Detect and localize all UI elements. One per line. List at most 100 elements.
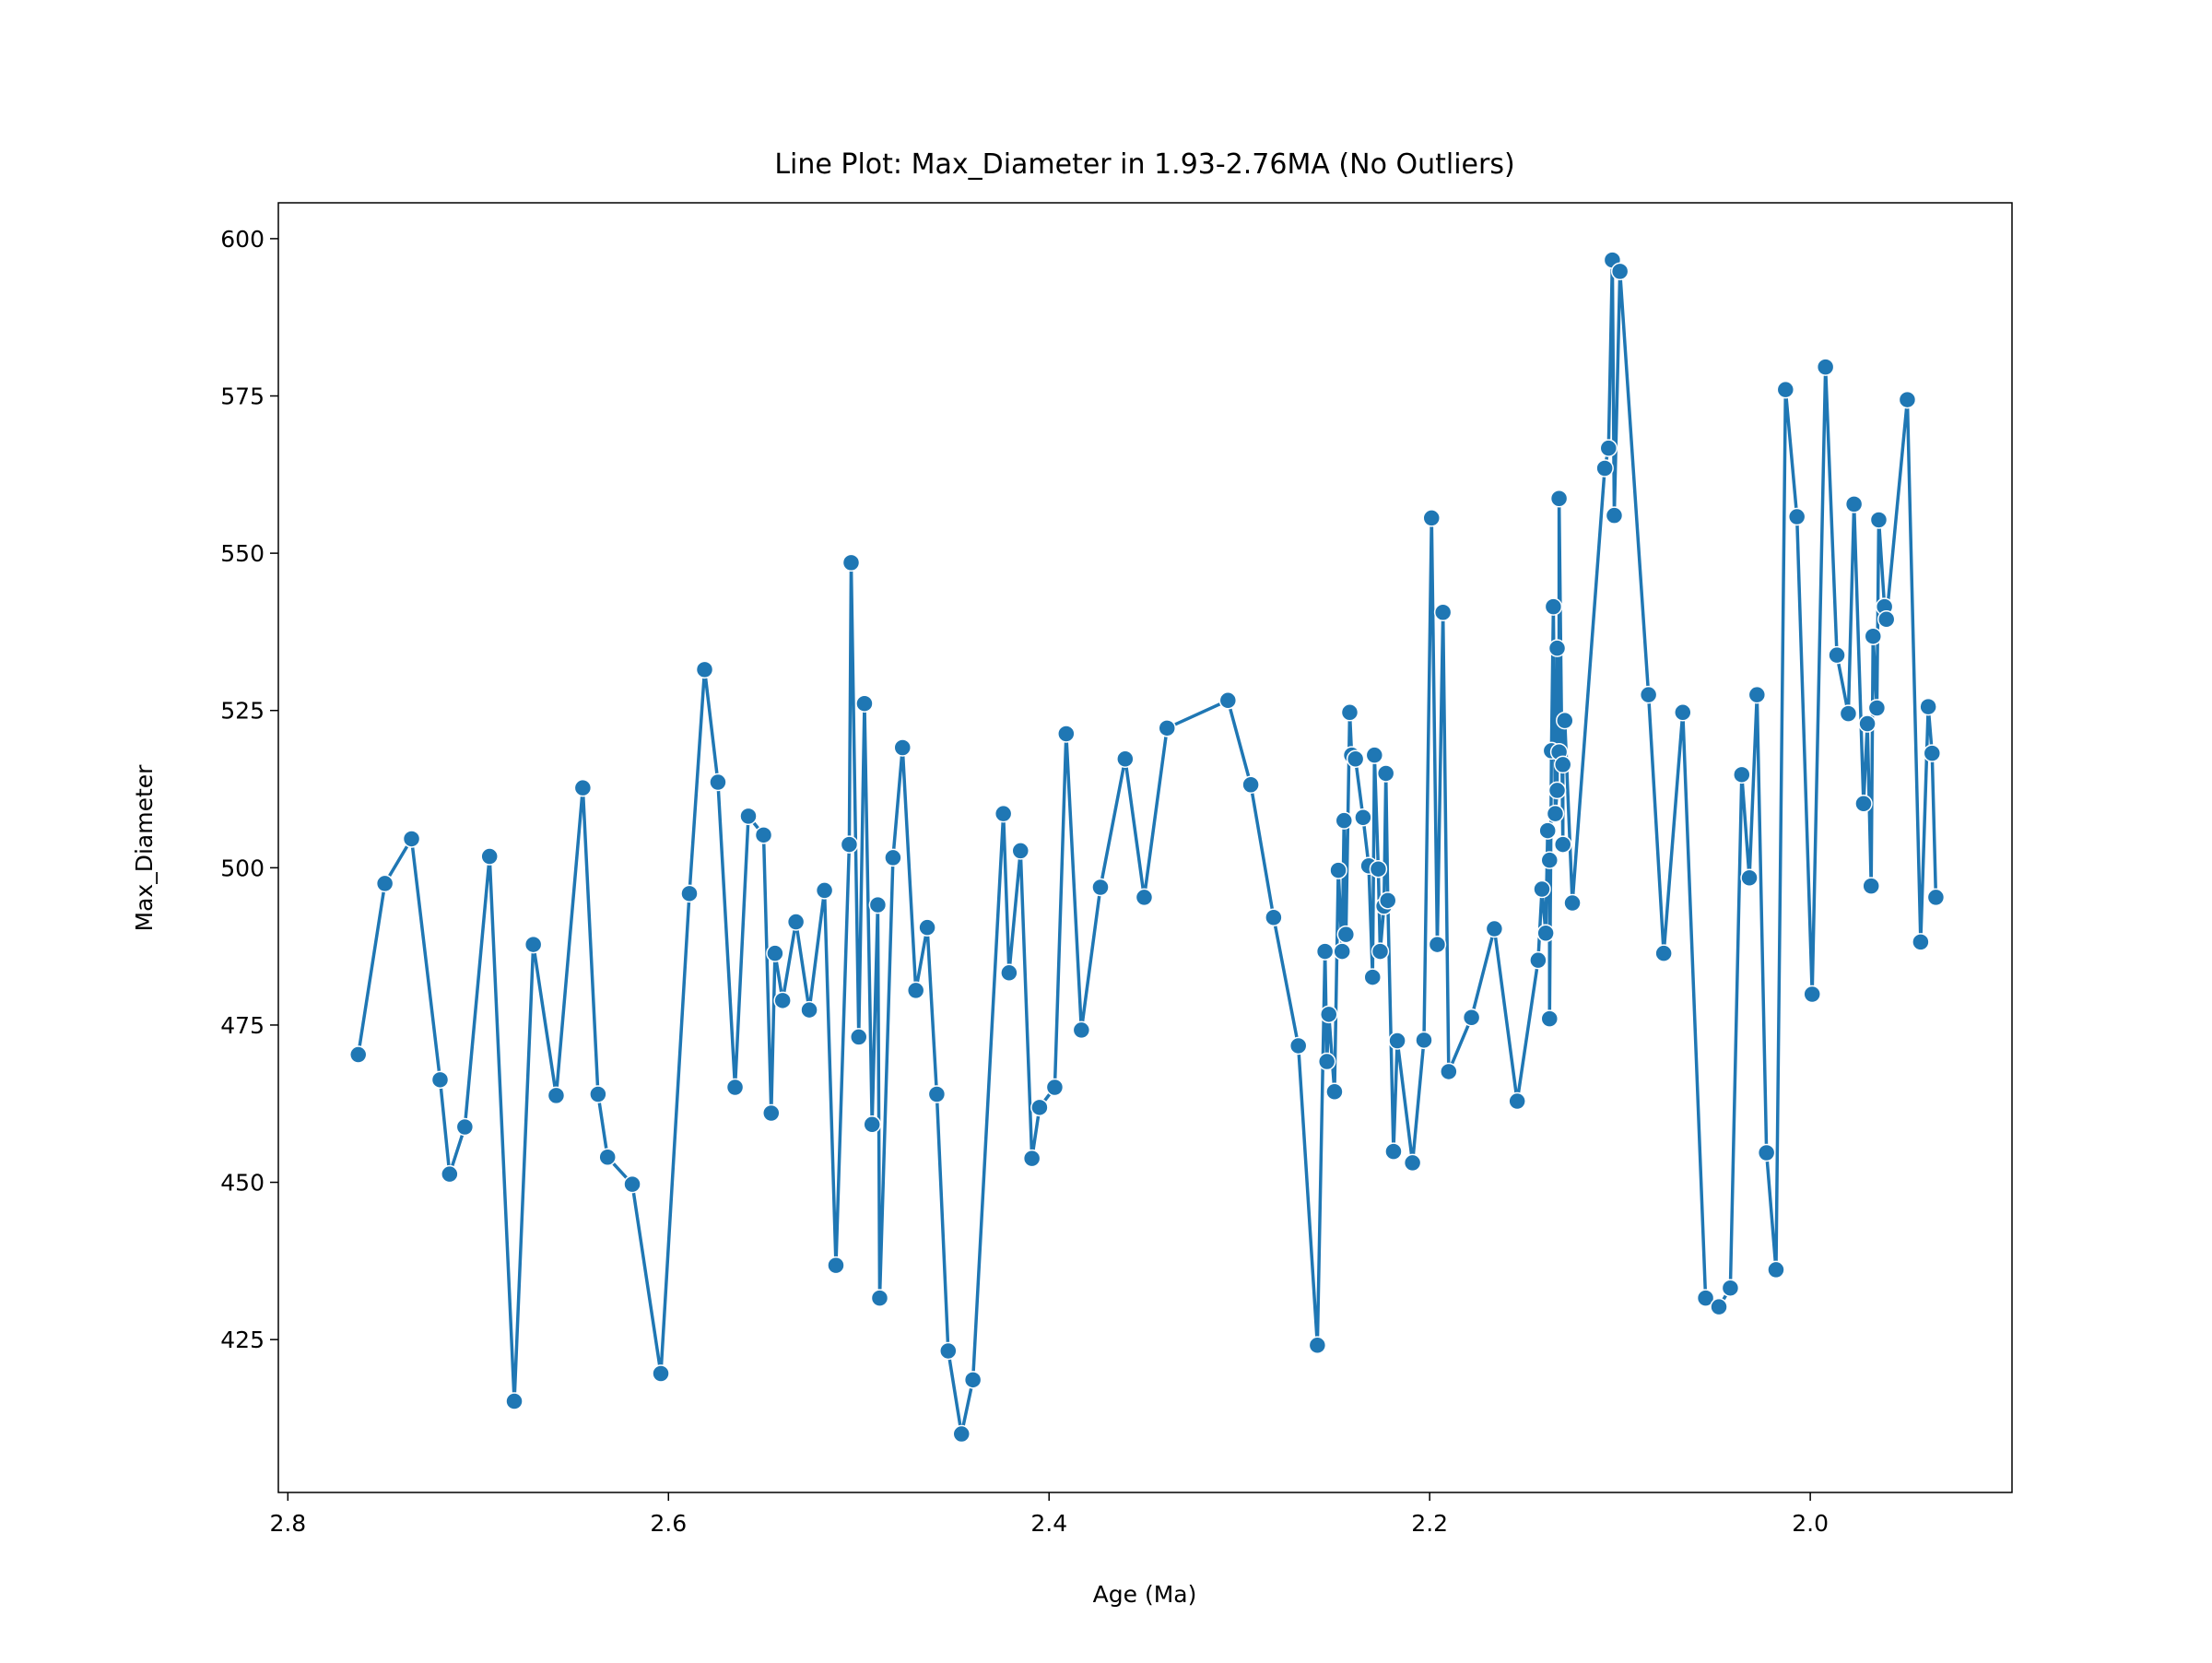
data-point bbox=[863, 1115, 881, 1134]
data-point bbox=[1376, 764, 1395, 783]
data-point bbox=[1265, 908, 1283, 927]
data-point bbox=[1529, 950, 1547, 970]
data-point bbox=[1540, 1009, 1559, 1028]
data-point bbox=[1776, 380, 1795, 399]
data-point bbox=[939, 1341, 958, 1361]
data-point bbox=[524, 935, 543, 954]
data-point bbox=[1858, 714, 1877, 733]
data-point bbox=[1549, 489, 1569, 508]
data-point bbox=[1241, 775, 1260, 795]
data-point bbox=[480, 847, 499, 866]
data-point bbox=[1553, 835, 1572, 854]
data-point bbox=[1553, 755, 1572, 774]
data-point bbox=[1030, 1098, 1049, 1117]
data-point bbox=[1696, 1289, 1715, 1307]
data-point bbox=[1319, 1005, 1338, 1024]
data-point bbox=[1533, 879, 1551, 899]
data-point bbox=[1816, 358, 1835, 376]
data-point bbox=[870, 1289, 889, 1307]
y-tick-label: 600 bbox=[220, 226, 265, 253]
data-point bbox=[547, 1086, 566, 1105]
data-point bbox=[1045, 1078, 1065, 1097]
data-point bbox=[1440, 1062, 1458, 1081]
data-point bbox=[1740, 868, 1759, 888]
data-point bbox=[963, 1371, 982, 1389]
data-point bbox=[1508, 1091, 1526, 1111]
data-point bbox=[840, 835, 859, 854]
data-point bbox=[1218, 691, 1238, 710]
data-point bbox=[918, 918, 936, 937]
data-point bbox=[348, 1045, 368, 1064]
y-tick-label: 525 bbox=[220, 698, 265, 725]
data-point bbox=[850, 1028, 868, 1046]
data-point bbox=[1674, 703, 1692, 722]
data-point bbox=[1536, 924, 1555, 943]
data-point bbox=[1011, 842, 1030, 860]
x-tick-label: 2.2 bbox=[1411, 1510, 1448, 1537]
data-point bbox=[1610, 262, 1630, 281]
data-point bbox=[573, 778, 593, 797]
data-point bbox=[1787, 507, 1806, 526]
data-point bbox=[375, 874, 394, 893]
y-tick-label: 500 bbox=[220, 855, 265, 881]
data-point bbox=[1862, 877, 1880, 895]
data-line bbox=[356, 258, 1938, 1436]
data-point bbox=[695, 660, 714, 679]
data-point bbox=[1556, 711, 1574, 730]
data-point bbox=[505, 1392, 524, 1410]
data-point bbox=[455, 1117, 475, 1137]
data-point bbox=[1325, 1082, 1344, 1102]
data-point bbox=[1844, 495, 1864, 513]
data-point bbox=[800, 1000, 818, 1020]
data-point bbox=[1546, 804, 1565, 823]
data-point bbox=[884, 848, 902, 867]
data-point bbox=[1288, 1036, 1308, 1056]
data-point bbox=[1308, 1336, 1327, 1355]
data-point bbox=[1563, 893, 1582, 913]
data-point bbox=[1839, 704, 1858, 723]
data-point bbox=[1599, 439, 1618, 457]
data-point bbox=[1926, 888, 1946, 907]
y-tick-label: 475 bbox=[220, 1012, 265, 1039]
data-point bbox=[1854, 794, 1873, 813]
chart-title: Line Plot: Max_Diameter in 1.93-2.76MA (… bbox=[774, 148, 1514, 181]
data-point bbox=[1654, 944, 1673, 962]
data-point bbox=[1757, 1143, 1776, 1162]
data-point bbox=[1540, 851, 1559, 869]
data-point bbox=[1022, 1149, 1041, 1168]
y-tick-label: 550 bbox=[220, 540, 265, 567]
data-point bbox=[623, 1174, 641, 1194]
data-point bbox=[1912, 933, 1930, 951]
x-tick-label: 2.4 bbox=[1030, 1510, 1067, 1537]
data-point bbox=[598, 1148, 617, 1167]
data-point bbox=[1072, 1020, 1091, 1040]
data-point bbox=[1803, 985, 1821, 1004]
data-point bbox=[1710, 1297, 1728, 1316]
data-point bbox=[1547, 781, 1567, 800]
data-point bbox=[841, 553, 861, 572]
data-point bbox=[773, 991, 792, 1010]
data-point bbox=[868, 895, 888, 914]
data-point bbox=[1877, 610, 1896, 629]
data-point bbox=[441, 1164, 459, 1184]
data-point bbox=[725, 1078, 745, 1097]
data-point bbox=[1379, 891, 1397, 910]
data-point bbox=[1388, 1032, 1406, 1050]
data-point bbox=[1315, 942, 1335, 961]
data-point bbox=[1721, 1279, 1740, 1297]
data-point bbox=[1595, 459, 1614, 478]
data-point bbox=[1864, 627, 1883, 645]
data-point bbox=[1403, 1153, 1422, 1173]
data-point bbox=[1057, 725, 1076, 743]
data-point bbox=[1116, 749, 1135, 769]
data-point bbox=[652, 1364, 670, 1383]
data-point bbox=[1547, 639, 1567, 657]
data-point bbox=[927, 1085, 947, 1103]
data-point bbox=[766, 944, 784, 962]
y-tick-label: 450 bbox=[220, 1170, 265, 1197]
data-point bbox=[893, 738, 912, 757]
x-axis-label: Age (Ma) bbox=[1093, 1581, 1197, 1608]
data-point bbox=[1158, 719, 1176, 737]
data-point bbox=[1317, 1052, 1336, 1071]
